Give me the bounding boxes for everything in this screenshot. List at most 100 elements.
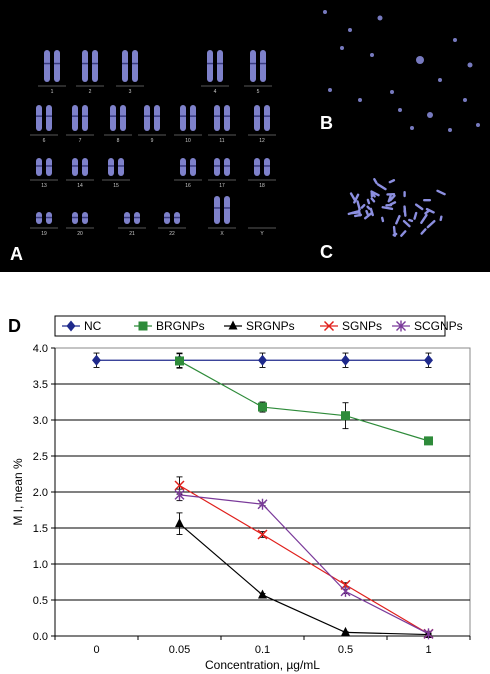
chromosome-pair: 15 bbox=[102, 158, 130, 189]
micrograph-panel: 1 2 3 4 5 6 7 8 9 10 11 12 13 14 15 16 17 18 19 20 21 22 X Y A … bbox=[0, 0, 490, 272]
chromosome-number: X bbox=[220, 231, 224, 237]
chromosome-pair: 6 bbox=[30, 105, 58, 144]
x-axis-label: Concentration, µg/mL bbox=[205, 658, 320, 672]
chromosome-pair: 20 bbox=[66, 212, 94, 237]
nucleus-dot bbox=[377, 15, 383, 21]
data-point bbox=[174, 489, 185, 501]
nucleus-dot bbox=[328, 88, 332, 92]
y-tick-label: 0.0 bbox=[33, 631, 48, 643]
legend-item-scgnps: SCGNPs bbox=[392, 319, 463, 333]
chromosome-pair: 17 bbox=[208, 158, 236, 189]
panel-label-a: A bbox=[10, 244, 23, 264]
legend-label: NC bbox=[84, 319, 102, 333]
nucleus-dot bbox=[438, 78, 442, 82]
y-axis-label: M I, mean % bbox=[11, 458, 25, 526]
nucleus-dot bbox=[323, 10, 327, 14]
chromosome-pair: 14 bbox=[66, 158, 94, 189]
chromosome-pair: 5 bbox=[244, 50, 272, 95]
chromosome-number: 18 bbox=[259, 183, 265, 189]
y-tick-label: 4.0 bbox=[33, 343, 48, 355]
chromosome-pair: 7 bbox=[66, 105, 94, 144]
series-line bbox=[179, 523, 429, 636]
legend-label: BRGNPs bbox=[156, 319, 205, 333]
chromosome-pair: Y bbox=[248, 227, 276, 237]
data-point bbox=[174, 480, 185, 491]
data-point bbox=[258, 589, 267, 599]
chromosome-pair: 22 bbox=[158, 212, 186, 237]
data-point bbox=[175, 518, 184, 528]
data-point bbox=[340, 585, 351, 597]
data-point bbox=[341, 354, 350, 366]
metaphase-spread bbox=[347, 178, 446, 237]
chromosome-number: 6 bbox=[43, 138, 46, 144]
chart-panel: D 0.0 0.5 1.0 1.5 2.0 2.5 3.0 3.5 4.0 0 0.05 0.1 0.5… bbox=[0, 272, 490, 674]
legend: NC BRGNPs SRGNPs SGNPs SCGNPs bbox=[54, 315, 463, 337]
data-point bbox=[341, 626, 350, 636]
chromosome-number: 15 bbox=[113, 183, 119, 189]
chromosome-pair: X bbox=[208, 196, 236, 237]
legend-item-brgnps: BRGNPs bbox=[134, 319, 205, 333]
x-tick-label: 0 bbox=[93, 644, 99, 656]
chromosome-number: 2 bbox=[89, 89, 92, 95]
chromosome-number: 21 bbox=[129, 231, 135, 237]
chromosome-number: 8 bbox=[117, 138, 120, 144]
x-tick-label: 0.05 bbox=[169, 644, 190, 656]
legend-label: SCGNPs bbox=[414, 319, 463, 333]
chromosome-pair: 19 bbox=[30, 212, 58, 237]
y-tick-label: 0.5 bbox=[33, 595, 48, 607]
y-tick-label: 1.5 bbox=[33, 523, 48, 535]
chromosome-number: 14 bbox=[77, 183, 83, 189]
legend-label: SGNPs bbox=[342, 319, 382, 333]
chromosome-number: 20 bbox=[77, 231, 83, 237]
y-tick-label: 3.0 bbox=[33, 415, 48, 427]
nucleus-dot bbox=[410, 126, 414, 130]
nucleus-dot bbox=[348, 28, 352, 32]
chromosome-number: 1 bbox=[51, 89, 54, 95]
data-point bbox=[341, 411, 350, 421]
chromosome-pair: 9 bbox=[138, 105, 166, 144]
series-brgnps bbox=[175, 353, 433, 446]
nucleus-dot bbox=[463, 98, 467, 102]
chromosome-pair: 11 bbox=[208, 105, 236, 144]
legend-item-sgnps: SGNPs bbox=[320, 319, 382, 333]
y-tick-label: 2.0 bbox=[33, 487, 48, 499]
chromosome-pair: 4 bbox=[201, 50, 229, 95]
chromosome-pair: 16 bbox=[174, 158, 202, 189]
line-chart: 0.0 0.5 1.0 1.5 2.0 2.5 3.0 3.5 4.0 0 0.05 0.1 0.5 1 C… bbox=[11, 315, 471, 672]
chromosome-number: 4 bbox=[214, 89, 217, 95]
chromosome-number: Y bbox=[260, 231, 264, 237]
chromosome-number: 10 bbox=[185, 138, 191, 144]
chromosome-number: 22 bbox=[169, 231, 175, 237]
series-scgnps bbox=[174, 488, 434, 640]
chromosome-number: 13 bbox=[41, 183, 47, 189]
x-tick-label: 1 bbox=[425, 644, 431, 656]
chromosome-pair: 13 bbox=[30, 158, 58, 189]
x-tick-label: 0.1 bbox=[255, 644, 270, 656]
legend-item-srgnps: SRGNPs bbox=[224, 319, 295, 333]
y-tick-label: 3.5 bbox=[33, 379, 48, 391]
nucleus-dot bbox=[476, 123, 480, 127]
legend-item-nc: NC bbox=[62, 319, 102, 333]
chromosome-number: 9 bbox=[151, 138, 154, 144]
chromosome-number: 17 bbox=[219, 183, 225, 189]
chromosome-number: 19 bbox=[41, 231, 47, 237]
chromosome-number: 7 bbox=[79, 138, 82, 144]
panel-label-b: B bbox=[320, 113, 333, 133]
data-point bbox=[423, 628, 434, 640]
nucleus-dot bbox=[390, 90, 394, 94]
nucleus-dot bbox=[416, 56, 424, 64]
nucleus-dot bbox=[448, 128, 452, 132]
chromosome-number: 12 bbox=[259, 138, 265, 144]
chromosome-pair: 12 bbox=[248, 105, 276, 144]
nucleus-dot bbox=[340, 46, 344, 50]
series-line bbox=[179, 360, 429, 442]
data-point bbox=[424, 354, 433, 366]
nucleus-dot bbox=[358, 98, 362, 102]
nucleus-dot bbox=[370, 53, 374, 57]
data-point bbox=[258, 354, 267, 366]
x-tick-label: 0.5 bbox=[338, 644, 353, 656]
chromosome-pair: 8 bbox=[104, 105, 132, 144]
legend-label: SRGNPs bbox=[246, 319, 295, 333]
chromosome-number: 11 bbox=[219, 138, 224, 144]
